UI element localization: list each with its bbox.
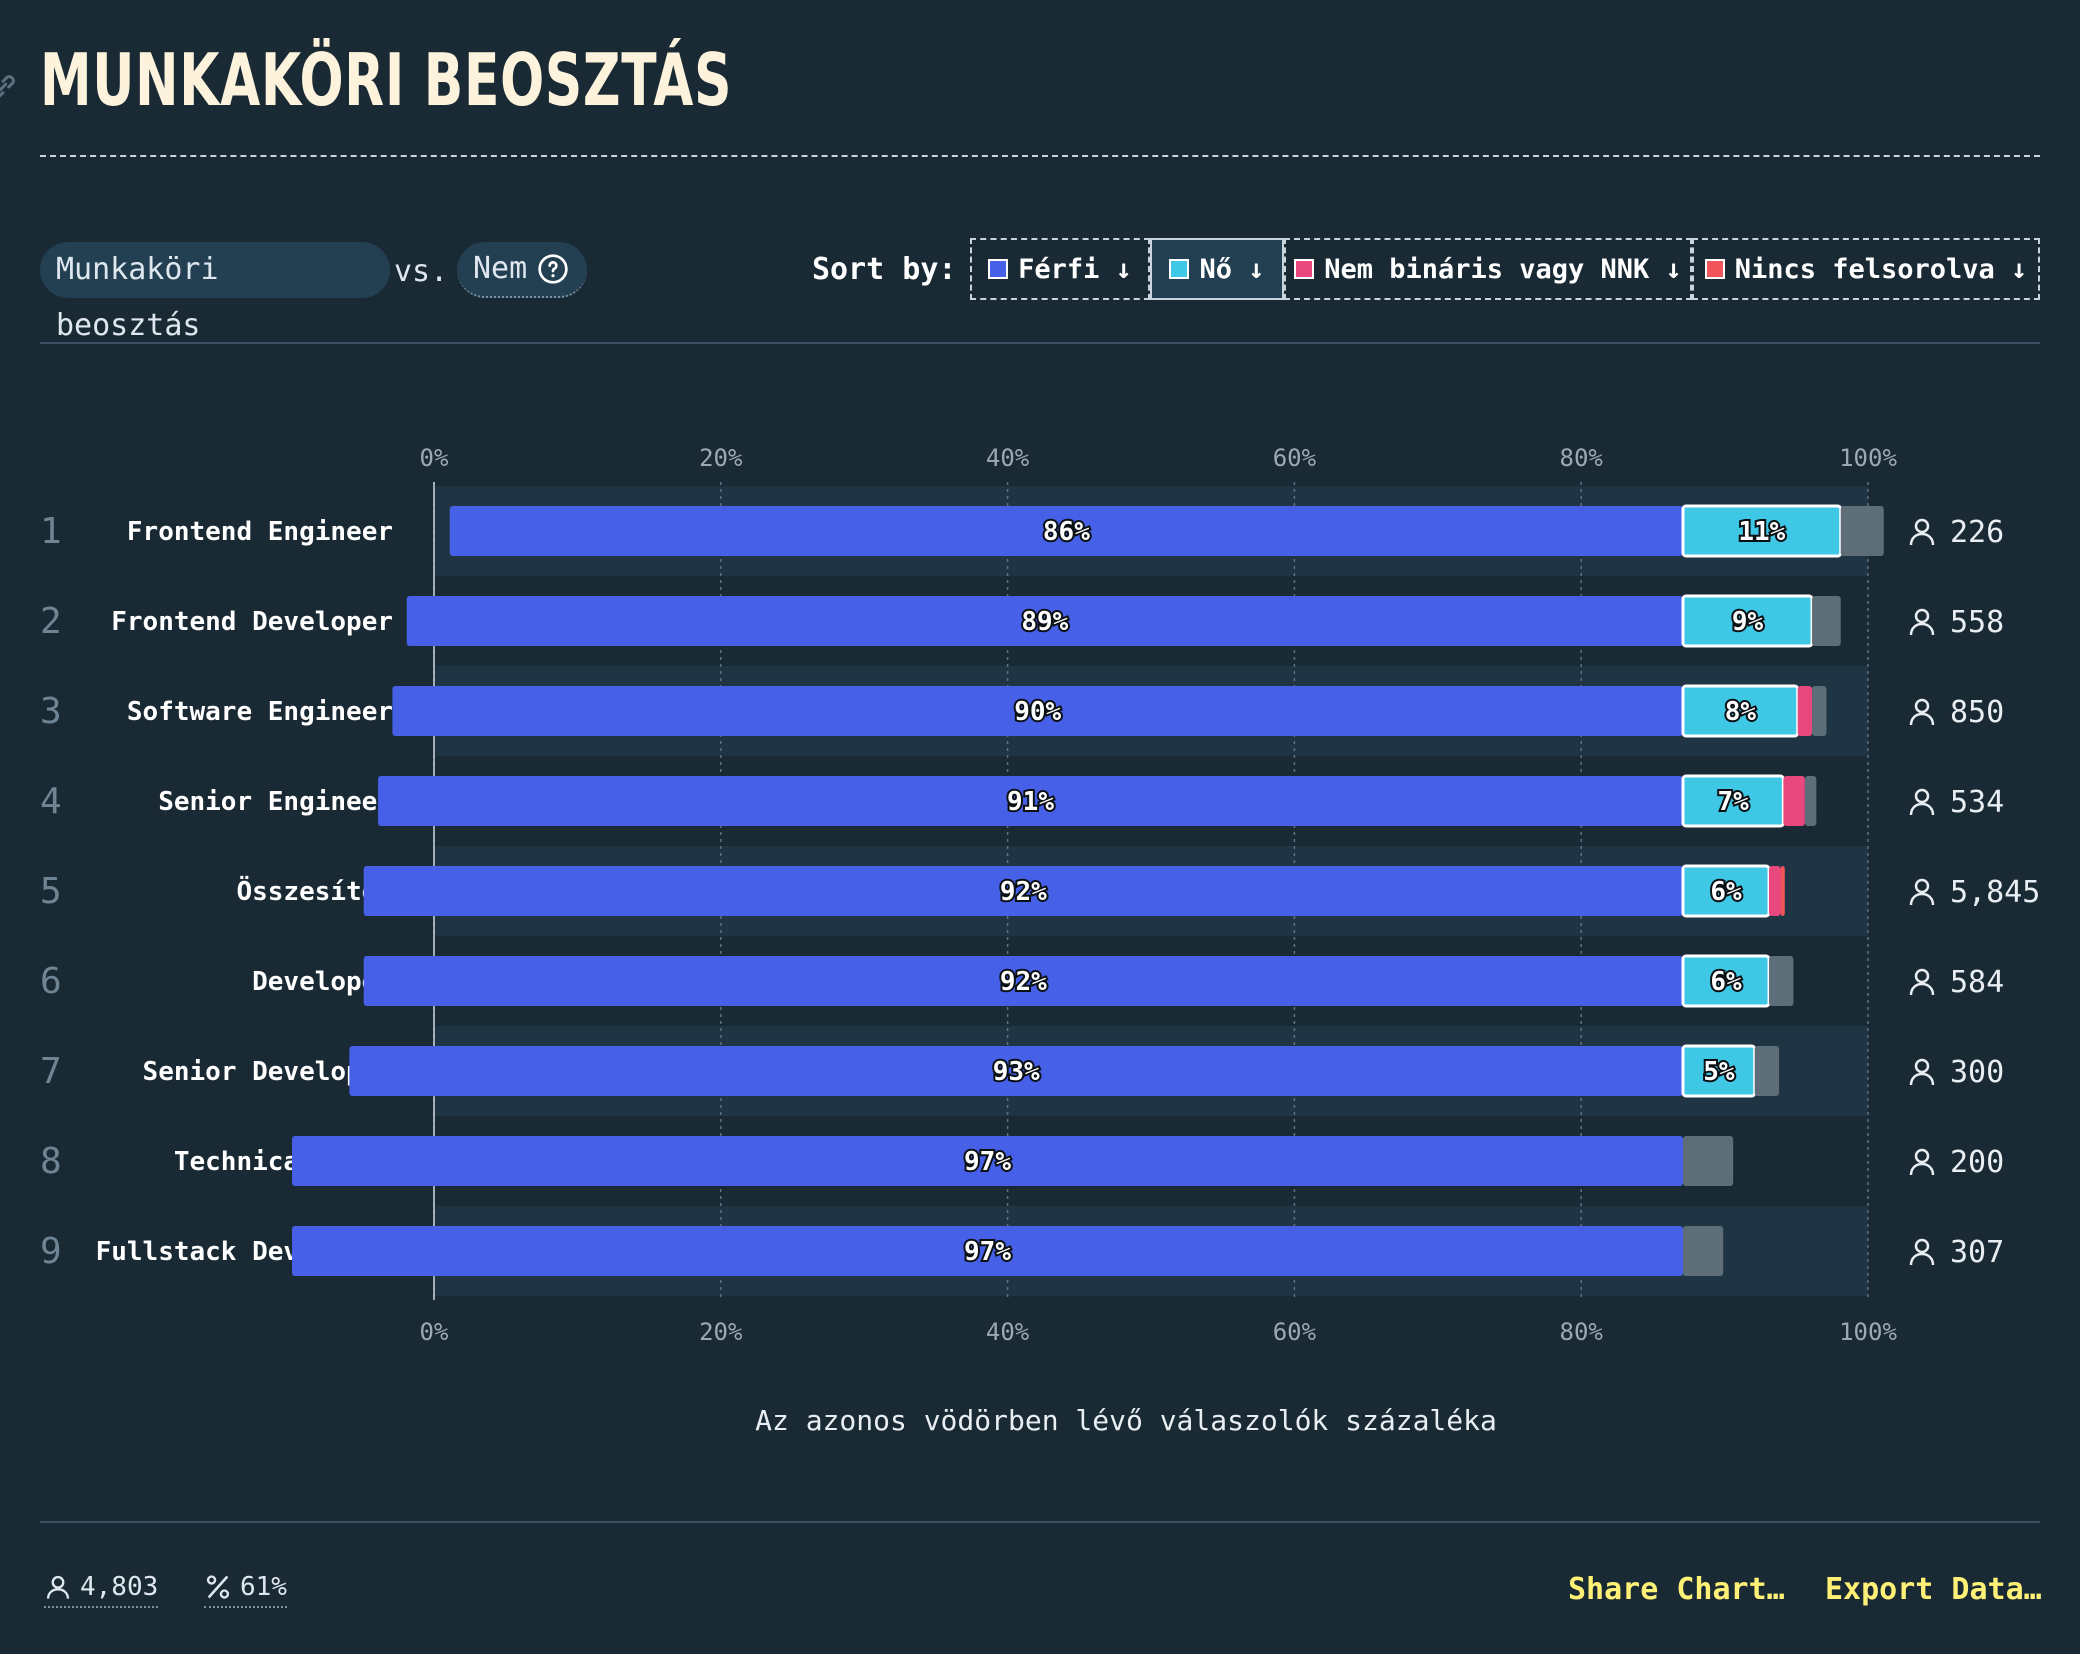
person-icon	[1911, 1240, 1933, 1265]
bar-value-label: 97%	[964, 1147, 1011, 1177]
x-tick-label-bottom: 60%	[1273, 1318, 1317, 1346]
percentage-stat[interactable]: 61%	[204, 1572, 287, 1608]
export-data-button[interactable]: Export Data…	[1825, 1572, 2042, 1607]
bar-value-label: 7%	[1718, 787, 1750, 817]
row-label: Frontend Engineer	[127, 517, 393, 547]
row-rank: 1	[40, 511, 62, 552]
person-icon	[44, 1573, 72, 1601]
bar-value-label: 6%	[1710, 967, 1742, 997]
bar-segment-other	[1812, 686, 1826, 736]
bar-segment-other	[1769, 956, 1793, 1006]
row-count: 307	[1950, 1235, 2004, 1270]
x-tick-label-bottom: 80%	[1560, 1318, 1604, 1346]
bar-segment-other	[1841, 506, 1884, 556]
person-icon	[1911, 1150, 1933, 1175]
respondents-stat[interactable]: 4,803	[44, 1572, 158, 1608]
row-count: 850	[1950, 695, 2004, 730]
bar-segment-other	[1812, 596, 1841, 646]
bar-value-label: 5%	[1703, 1057, 1735, 1087]
bar-segment-nem-bin-ris-vagy-nnk	[1769, 866, 1780, 916]
row-count: 558	[1950, 605, 2004, 640]
bar-value-label: 9%	[1732, 607, 1764, 637]
person-icon	[1911, 520, 1933, 545]
bar-value-label: 8%	[1725, 697, 1757, 727]
person-icon	[1911, 970, 1933, 995]
bar-value-label: 86%	[1043, 517, 1090, 547]
row-count: 584	[1950, 965, 2004, 1000]
x-axis-label: Az azonos vödörben lévő válaszolók száza…	[0, 1404, 2080, 1437]
x-tick-label-bottom: 100%	[1839, 1318, 1897, 1346]
row-count: 534	[1950, 785, 2004, 820]
x-tick-label-bottom: 0%	[420, 1318, 449, 1346]
footer-divider	[40, 1521, 2040, 1523]
person-icon	[1911, 790, 1933, 815]
percent-icon	[204, 1573, 232, 1601]
bar-segment-nincs-felsorolva	[1781, 866, 1785, 916]
row-rank: 8	[40, 1141, 62, 1182]
person-icon	[1911, 880, 1933, 905]
person-icon	[1911, 1060, 1933, 1085]
bar-segment-other	[1683, 1136, 1733, 1186]
person-icon	[1911, 700, 1933, 725]
x-tick-label-top: 0%	[420, 444, 449, 472]
bar-value-label: 91%	[1007, 787, 1054, 817]
bar-value-label: 89%	[1021, 607, 1068, 637]
bar-value-label: 6%	[1710, 877, 1742, 907]
stacked-bar-chart: 0% 0% 20% 20% 40% 40% 60% 60% 80% 80% 100% 100% 1 Fro…	[0, 0, 2080, 1380]
row-rank: 4	[40, 781, 62, 822]
row-count: 200	[1950, 1145, 2004, 1180]
person-icon	[1911, 610, 1933, 635]
row-count: 5,845	[1950, 875, 2040, 910]
x-tick-label-top: 100%	[1839, 444, 1897, 472]
respondents-value: 4,803	[80, 1572, 158, 1602]
bar-value-label: 93%	[993, 1057, 1040, 1087]
row-rank: 3	[40, 691, 62, 732]
x-tick-label-top: 60%	[1273, 444, 1317, 472]
row-label: Software Engineer	[127, 697, 393, 727]
row-rank: 7	[40, 1051, 62, 1092]
row-rank: 6	[40, 961, 62, 1002]
bar-segment-nem-bin-ris-vagy-nnk	[1783, 776, 1805, 826]
bar-segment-other	[1805, 776, 1816, 826]
bar-value-label: 92%	[1000, 877, 1047, 907]
bar-segment-other	[1755, 1046, 1779, 1096]
percentage-value: 61%	[240, 1572, 287, 1602]
row-count: 226	[1950, 515, 2004, 550]
row-label: Senior Engineer	[158, 787, 393, 817]
row-label: Frontend Developer	[111, 607, 393, 637]
bar-segment-nem-bin-ris-vagy-nnk	[1798, 686, 1812, 736]
bar-value-label: 97%	[964, 1237, 1011, 1267]
row-rank: 2	[40, 601, 62, 642]
bar-value-label: 11%	[1738, 517, 1785, 547]
row-rank: 5	[40, 871, 62, 912]
bar-value-label: 90%	[1014, 697, 1061, 727]
x-tick-label-bottom: 40%	[986, 1318, 1030, 1346]
x-tick-label-top: 40%	[986, 444, 1030, 472]
bar-segment-other	[1683, 1226, 1723, 1276]
row-rank: 9	[40, 1231, 62, 1272]
share-chart-button[interactable]: Share Chart…	[1568, 1572, 1785, 1607]
x-tick-label-top: 20%	[699, 444, 743, 472]
row-count: 300	[1950, 1055, 2004, 1090]
x-tick-label-bottom: 20%	[699, 1318, 743, 1346]
x-tick-label-top: 80%	[1560, 444, 1604, 472]
bar-value-label: 92%	[1000, 967, 1047, 997]
